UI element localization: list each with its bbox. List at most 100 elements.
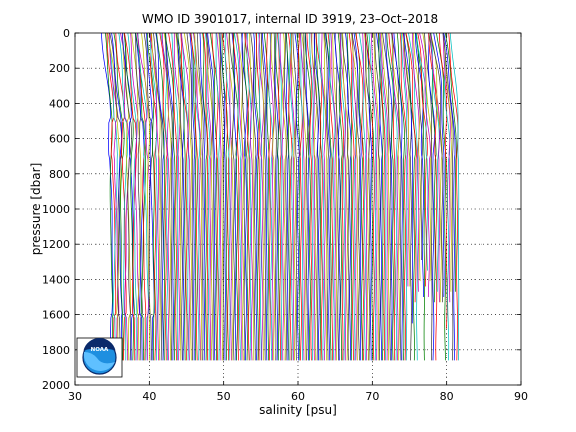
profile-line: [150, 33, 158, 361]
profile-line: [290, 33, 295, 361]
profile-line: [164, 33, 176, 361]
profile-line: [417, 33, 428, 287]
profile-line: [449, 33, 460, 361]
profile-line: [323, 33, 329, 361]
profile-line: [306, 33, 313, 361]
profile-line: [351, 33, 359, 361]
profile-line: [428, 33, 438, 361]
profile-line: [297, 33, 303, 361]
profile-line: [260, 33, 266, 361]
profile-line: [246, 33, 252, 361]
profile-line: [127, 33, 138, 361]
profile-line: [244, 33, 249, 361]
profile-line: [137, 33, 147, 361]
profile-line: [180, 33, 189, 361]
profile-line: [273, 33, 277, 361]
profile-line: [300, 33, 304, 361]
profile-line: [270, 33, 274, 361]
y-tick-label: 1000: [42, 203, 70, 216]
profile-line: [393, 33, 403, 361]
profile-line: [296, 33, 301, 361]
profile-line: [215, 33, 221, 361]
profile-line: [289, 33, 294, 361]
profile-line: [159, 33, 168, 361]
profile-line: [430, 33, 443, 303]
profile-line: [183, 33, 193, 361]
profile-line: [355, 33, 365, 361]
profile-line: [328, 33, 336, 361]
profile-line: [118, 33, 128, 361]
profile-line: [107, 33, 118, 361]
profile-line: [216, 33, 222, 361]
profile-line: [249, 33, 255, 361]
y-tick-label: 1800: [42, 344, 70, 357]
x-tick-label: 30: [68, 390, 82, 403]
profile-line: [149, 33, 158, 361]
x-tick-label: 90: [514, 390, 528, 403]
profile-line: [375, 33, 383, 361]
profile-line: [385, 33, 393, 361]
profile-line: [340, 33, 346, 361]
profile-line: [246, 33, 253, 361]
profile-line: [365, 33, 371, 361]
profile-line: [168, 33, 178, 361]
profile-line: [378, 33, 386, 361]
profile-line: [121, 33, 134, 361]
profile-line: [414, 33, 424, 297]
profile-line: [348, 33, 355, 361]
noaa-logo-text: NOAA: [91, 347, 109, 353]
y-tick-label: 0: [63, 27, 70, 40]
profile-line: [442, 33, 454, 361]
profile-line: [288, 33, 293, 361]
profile-line: [153, 33, 163, 361]
profile-line: [405, 33, 417, 303]
profiles: [100, 33, 460, 361]
profile-line: [346, 33, 353, 361]
profile-line: [294, 33, 300, 361]
profile-line: [199, 33, 206, 361]
profile-line: [161, 33, 170, 361]
y-tick-label: 800: [49, 168, 70, 181]
profile-line: [189, 33, 196, 361]
profile-line: [315, 33, 323, 361]
profile-line: [368, 33, 377, 361]
profile-line: [430, 33, 444, 303]
profile-line: [151, 33, 161, 361]
profile-line: [175, 33, 182, 361]
noaa-logo: NOAA: [76, 337, 123, 378]
profile-line: [382, 33, 391, 361]
profile-line: [412, 33, 420, 292]
profile-line: [256, 33, 261, 361]
profile-line: [219, 33, 226, 361]
profile-line: [370, 33, 378, 361]
profile-line: [436, 33, 447, 361]
profile-line: [362, 33, 368, 361]
profile-line: [207, 33, 216, 361]
profile-line: [204, 33, 211, 361]
profile-line: [318, 33, 325, 361]
profile-line: [221, 33, 230, 361]
profile-line: [373, 33, 380, 361]
profile-line: [304, 33, 310, 361]
x-axis: 30 40 50 60 70 80 90: [68, 33, 528, 403]
profile-line: [224, 33, 231, 361]
profile-line: [232, 33, 240, 361]
profile-line: [146, 33, 155, 361]
profile-line: [314, 33, 319, 361]
profile-line: [352, 33, 357, 361]
profile-line: [171, 33, 179, 361]
profile-line: [274, 33, 279, 361]
profile-line: [113, 33, 125, 361]
profile-line: [277, 33, 283, 361]
profile-line: [194, 33, 203, 361]
profile-line: [115, 33, 127, 361]
profile-line: [111, 33, 123, 361]
x-axis-label: salinity [psu]: [259, 403, 337, 417]
profile-line: [221, 33, 228, 361]
profile-line: [177, 33, 186, 361]
profile-line: [190, 33, 197, 361]
profile-line: [209, 33, 218, 361]
profile-line: [332, 33, 338, 361]
profile-line: [155, 33, 165, 361]
